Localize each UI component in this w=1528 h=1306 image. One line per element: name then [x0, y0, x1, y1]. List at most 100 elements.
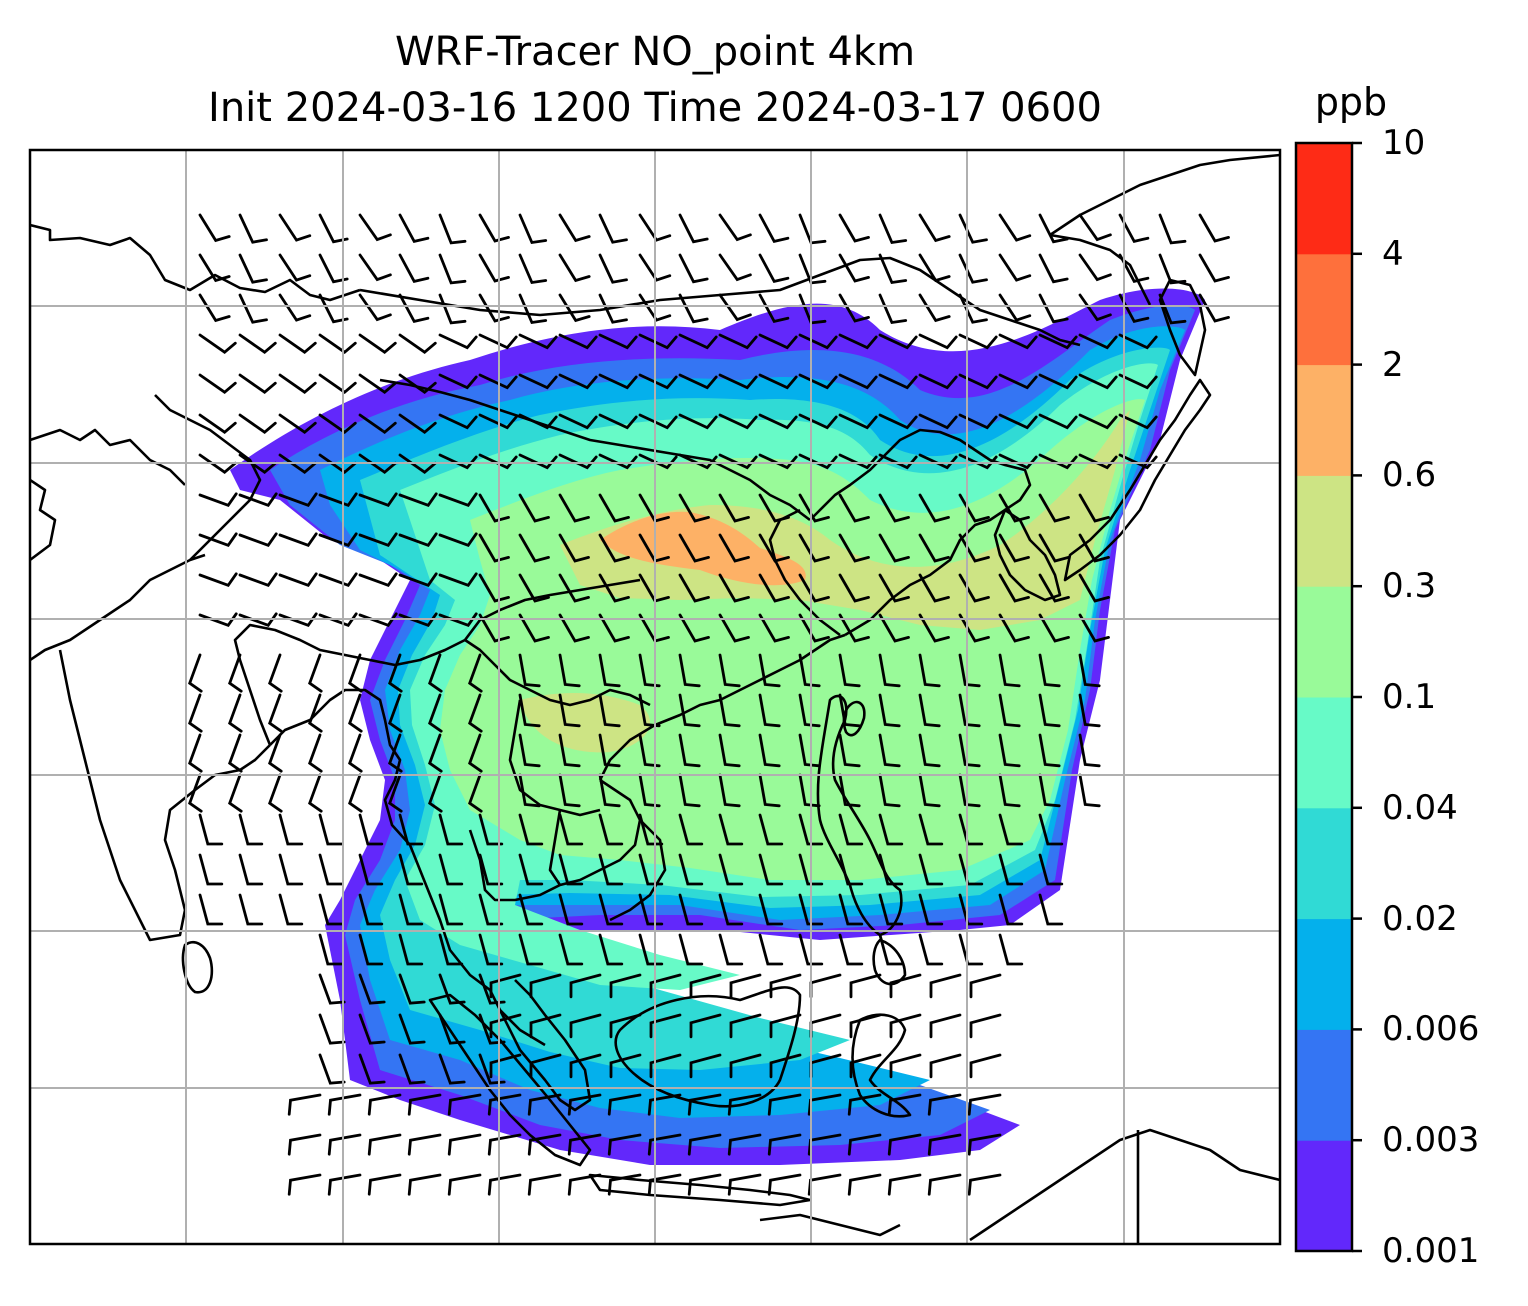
wind-barb [727, 1133, 762, 1156]
wind-barb [598, 613, 630, 643]
wind-barb [729, 973, 762, 999]
wind-barb [1038, 213, 1069, 244]
wind-barb [678, 293, 709, 324]
wind-barb [1038, 333, 1078, 350]
wind-barb [228, 733, 243, 773]
wind-barb [929, 1013, 962, 1039]
wind-barb [918, 773, 941, 808]
wind-barb [878, 693, 901, 728]
wind-barb [798, 493, 830, 523]
wind-barb [358, 933, 384, 966]
wind-barb [318, 973, 346, 1005]
wind-barb [918, 933, 944, 966]
wind-barb [607, 1173, 642, 1196]
wind-barb [838, 853, 864, 886]
wind-barb [358, 572, 398, 587]
wind-barb [558, 853, 584, 886]
wind-barb [287, 1173, 322, 1196]
wind-barb [438, 572, 478, 587]
wind-barb [438, 853, 464, 886]
colorbar-tick-label: 10 [1382, 123, 1426, 163]
wind-barb [998, 773, 1021, 808]
wind-barb [558, 533, 590, 563]
wind-barb [318, 453, 357, 474]
wind-barb [428, 773, 443, 813]
wind-barb [638, 933, 664, 966]
wind-barb [958, 333, 998, 350]
wind-barb [278, 853, 304, 886]
wind-barb [358, 1013, 386, 1045]
colorbar-tick-label: 0.006 [1382, 1009, 1480, 1050]
wind-barb [918, 213, 951, 243]
wind-barb [567, 1133, 602, 1156]
wind-barb [758, 893, 784, 926]
wind-barb [918, 853, 944, 886]
wind-barb [527, 1173, 562, 1196]
wind-barb [278, 453, 317, 474]
wind-barb [278, 492, 318, 507]
wind-barb [238, 532, 278, 547]
wind-barb [758, 733, 781, 768]
wind-barb [529, 1013, 562, 1039]
wind-barb [878, 453, 918, 470]
wind-barb [487, 1093, 522, 1116]
wind-barb [718, 373, 758, 390]
wind-barb [238, 293, 268, 324]
wind-barb [358, 373, 397, 394]
plume-level-6 [560, 410, 1130, 630]
wind-barb [518, 333, 558, 350]
wind-barb [998, 733, 1021, 768]
wind-barb [758, 533, 790, 563]
wind-barb [678, 453, 718, 470]
wind-barb [598, 533, 630, 563]
wind-barb [998, 893, 1024, 926]
wind-barb [889, 1053, 922, 1079]
wind-barb [758, 773, 781, 808]
wind-barb [687, 1133, 722, 1156]
wind-barb [1078, 333, 1118, 350]
wind-barb [918, 653, 941, 688]
wind-barb [468, 653, 483, 693]
wind-barb [918, 293, 951, 323]
wind-barb [278, 572, 318, 587]
wind-barb [887, 1173, 922, 1196]
wind-barb [358, 973, 386, 1005]
wind-barb [228, 693, 243, 733]
wind-barb [398, 893, 424, 926]
wind-barb [647, 1133, 682, 1156]
colorbar-segment [1296, 918, 1352, 1030]
wind-barb [398, 1013, 426, 1045]
wind-barb [527, 1133, 562, 1156]
wind-barb [598, 693, 621, 728]
wind-barb [678, 933, 704, 966]
wind-barb [278, 333, 317, 354]
wind-barb [358, 1053, 386, 1085]
wind-barb [268, 733, 283, 773]
wind-barb [569, 1053, 602, 1079]
wind-barb [558, 213, 591, 243]
wind-barb [388, 693, 403, 733]
wind-barb [727, 1093, 762, 1116]
wind-barb [927, 1093, 962, 1116]
wind-barb [358, 813, 384, 846]
wind-barb [838, 253, 870, 283]
wind-barb [958, 373, 998, 390]
wind-barb [998, 213, 1032, 242]
wind-barb [1038, 693, 1061, 728]
wind-barb [438, 933, 464, 966]
wind-barb [318, 373, 357, 394]
wind-barb [998, 333, 1038, 350]
wind-barb [638, 813, 664, 846]
wind-barb [1118, 413, 1158, 430]
wind-barb [678, 653, 701, 688]
wind-barb [268, 653, 283, 693]
wind-barb [569, 973, 602, 999]
wind-barb [308, 733, 323, 773]
wind-barb [838, 293, 870, 323]
wind-barb [678, 813, 704, 846]
wind-barb [398, 973, 426, 1005]
wind-barb [398, 933, 424, 966]
wind-barb [188, 653, 203, 693]
wind-barb [758, 813, 784, 846]
wind-barb [798, 893, 824, 926]
